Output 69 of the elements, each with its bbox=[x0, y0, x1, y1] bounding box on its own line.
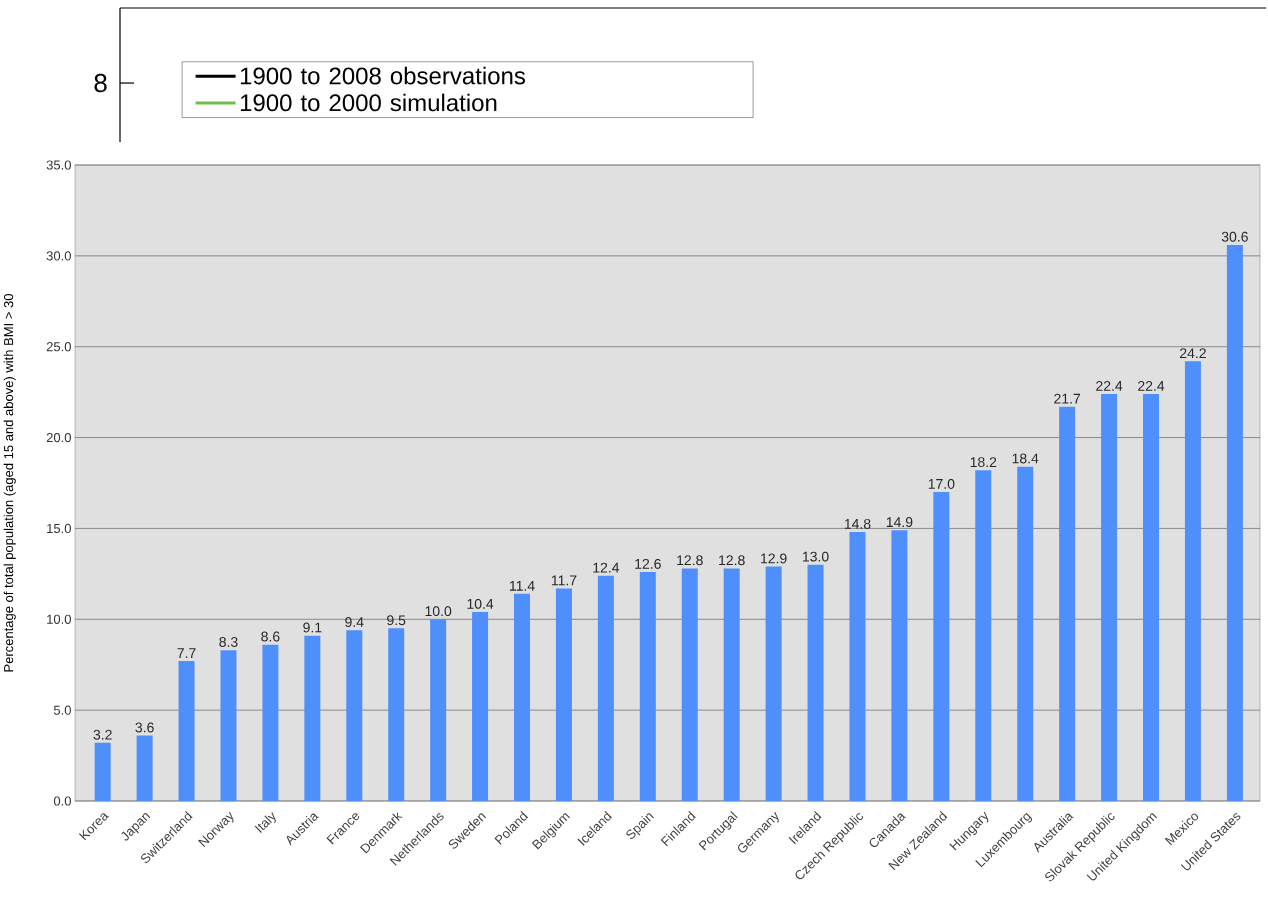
y-tick-label: 5.0 bbox=[53, 705, 71, 715]
data-label: 11.4 bbox=[509, 581, 535, 591]
data-label: 9.5 bbox=[387, 615, 406, 626]
bar bbox=[1017, 466, 1034, 801]
data-label: 12.8 bbox=[719, 555, 745, 566]
data-label: 22.4 bbox=[1096, 380, 1123, 391]
data-label: 18.4 bbox=[1012, 453, 1039, 464]
bar bbox=[430, 619, 447, 801]
bar bbox=[1059, 406, 1076, 801]
y-tick-label: 35.0 bbox=[46, 160, 71, 170]
bar bbox=[639, 572, 656, 801]
y-tick-label: 10.0 bbox=[47, 614, 71, 624]
data-label: 3.6 bbox=[135, 722, 154, 733]
legend-label: 1900 to 2008 observations bbox=[240, 66, 526, 85]
bar bbox=[1101, 393, 1118, 801]
data-label: 12.9 bbox=[761, 553, 787, 564]
bar bbox=[178, 661, 195, 801]
data-label: 22.4 bbox=[1138, 380, 1165, 391]
y-tick-label: 30.0 bbox=[46, 251, 71, 261]
y-tick-label: 15.0 bbox=[47, 523, 71, 534]
data-label: 11.7 bbox=[551, 575, 577, 586]
bar bbox=[472, 612, 489, 801]
data-label: 21.7 bbox=[1054, 393, 1081, 404]
data-label: 3.2 bbox=[93, 729, 112, 740]
x-tick-label: Italy bbox=[254, 812, 276, 833]
data-label: 12.4 bbox=[593, 562, 620, 573]
bar bbox=[388, 628, 405, 801]
bar bbox=[891, 530, 908, 801]
bar bbox=[1226, 244, 1243, 801]
data-label: 30.6 bbox=[1221, 231, 1248, 242]
y-axis-title: Percentage of total population (aged 15 and above) with BMI > 30 bbox=[3, 294, 16, 672]
text: 8 bbox=[94, 73, 107, 93]
data-label: 18.2 bbox=[970, 457, 997, 468]
bar bbox=[304, 635, 321, 801]
bar bbox=[765, 566, 782, 801]
data-label: 24.2 bbox=[1180, 348, 1206, 359]
bar bbox=[555, 588, 572, 801]
bar bbox=[723, 568, 740, 801]
legend-label: 1900 to 2000 simulation bbox=[240, 93, 497, 112]
y-tick-label: 25.0 bbox=[46, 342, 71, 352]
bar bbox=[220, 650, 237, 801]
bar bbox=[1184, 361, 1201, 801]
data-label: 10.0 bbox=[425, 606, 452, 617]
data-label: 13.0 bbox=[802, 551, 829, 562]
data-label: 8.6 bbox=[261, 631, 280, 642]
bar bbox=[514, 593, 531, 801]
bar bbox=[681, 568, 698, 801]
bar bbox=[807, 564, 824, 801]
bar bbox=[933, 492, 950, 801]
bar bbox=[262, 644, 279, 801]
bar bbox=[136, 735, 153, 801]
data-label: 17.0 bbox=[928, 478, 955, 489]
y-tick-label: 0.0 bbox=[53, 796, 71, 806]
bar bbox=[975, 470, 992, 801]
bar bbox=[597, 575, 614, 801]
data-label: 8.3 bbox=[219, 637, 238, 647]
data-label: 9.1 bbox=[303, 622, 322, 633]
data-label: 12.6 bbox=[635, 558, 661, 569]
data-label: 10.4 bbox=[467, 598, 494, 609]
bar bbox=[849, 532, 866, 801]
data-label: 14.8 bbox=[844, 518, 871, 529]
data-label: 7.7 bbox=[177, 648, 196, 658]
y-tick-label: 20.0 bbox=[46, 432, 71, 443]
data-label: 14.9 bbox=[886, 517, 913, 528]
data-label: 9.4 bbox=[345, 617, 364, 627]
bar bbox=[94, 742, 111, 801]
data-label: 12.8 bbox=[677, 555, 703, 566]
bar bbox=[346, 630, 363, 801]
bar bbox=[1143, 393, 1160, 801]
